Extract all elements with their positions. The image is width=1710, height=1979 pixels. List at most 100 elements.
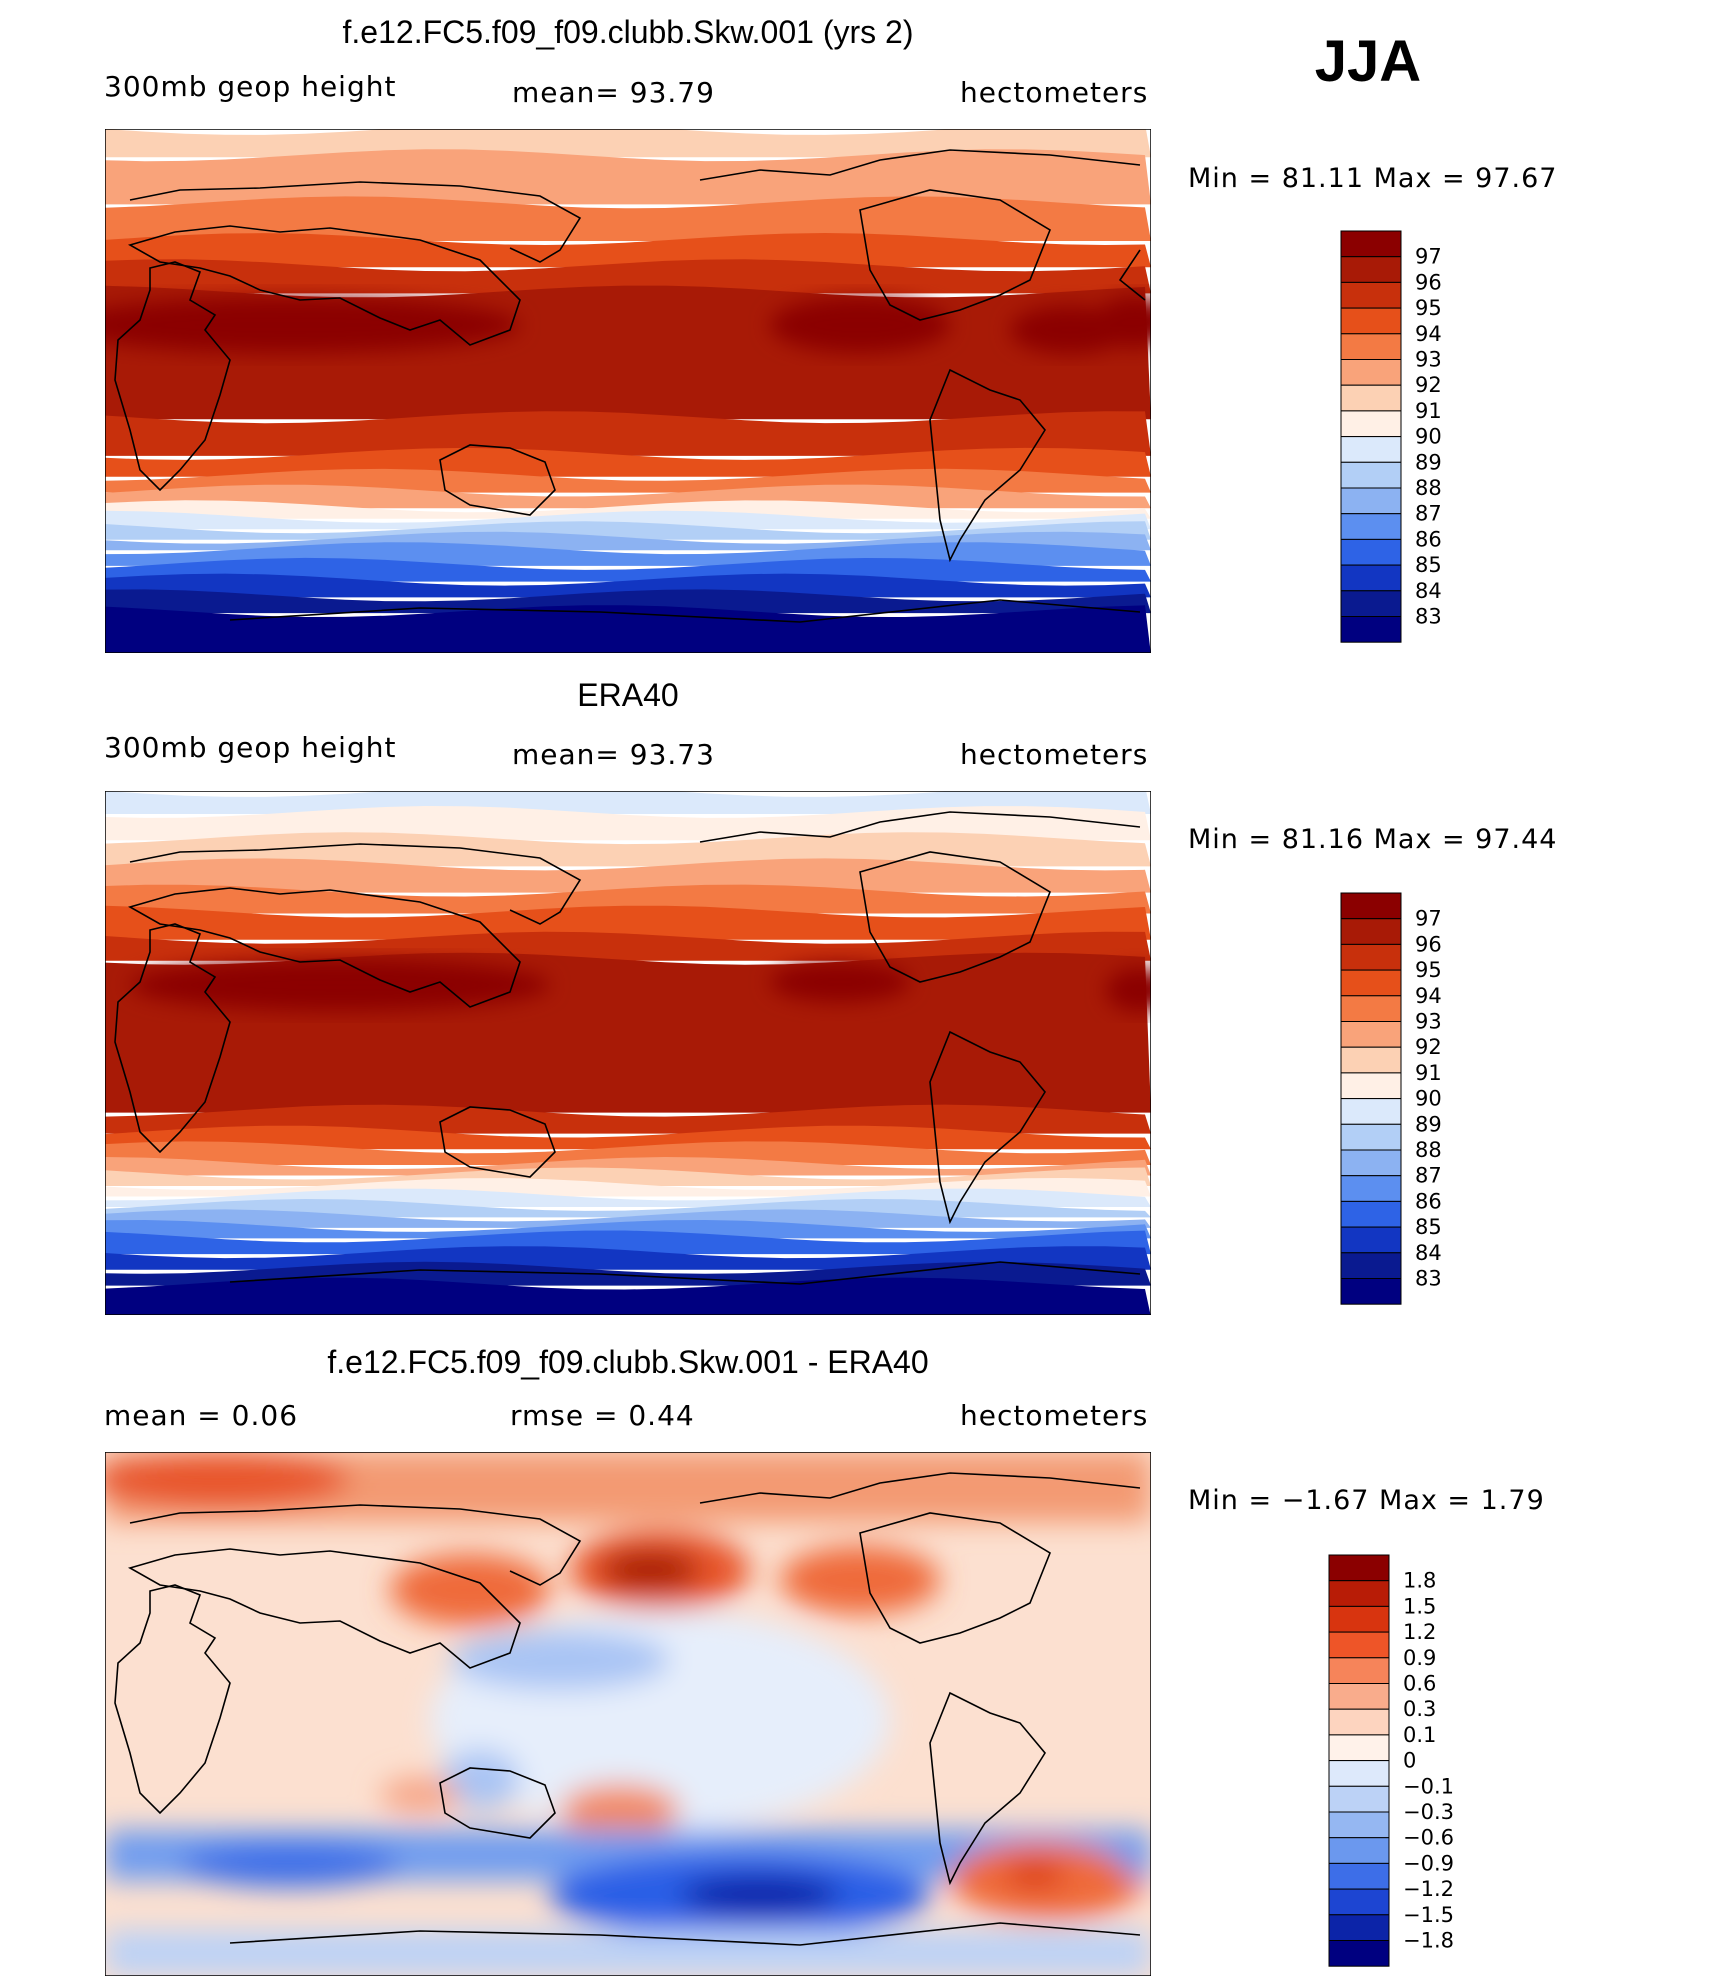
colorbar-swatch [1340,1098,1402,1125]
colorbar-swatch [1328,1683,1390,1710]
colorbar-tick-label: 90 [1415,1087,1442,1111]
colorbar-tick-label: −0.9 [1403,1851,1454,1875]
panel-2-field [105,791,1151,1315]
colorbar-swatch [1340,1123,1402,1151]
colorbar-swatch [1340,333,1402,360]
colorbar-tick-label: 94 [1415,322,1442,346]
panel-2-highs [130,959,1151,1012]
colorbar-swatch [1340,281,1402,309]
contour-band [105,129,1151,158]
contour-band [105,1167,1151,1186]
panel-2-minmax: Min = 81.16 Max = 97.44 [1188,824,1558,855]
colorbar-tick-label: 88 [1415,1138,1442,1162]
panel-2-mean: mean= 93.73 [512,738,715,771]
contour-band [105,521,1151,540]
colorbar-swatch [1340,1200,1402,1228]
colorbar-tick-label: 87 [1415,1164,1442,1188]
colorbar-swatch [1340,969,1402,997]
colorbar-swatch [1340,1175,1402,1202]
panel-3-rmse: rmse = 0.44 [510,1399,695,1432]
panel-2-units: hectometers [960,738,1149,771]
colorbar-tick-label: 84 [1415,579,1442,603]
colorbar-tick-label: 89 [1415,1112,1442,1136]
contour-band [105,905,1151,940]
colorbar-swatch [1340,918,1402,945]
colorbar-tick-label: −0.6 [1403,1826,1454,1850]
colorbar-tick-label: 85 [1415,553,1442,577]
contour-band [105,1199,1151,1218]
panel-3-minmax: Min = −1.67 Max = 1.79 [1188,1485,1545,1516]
colorbar-swatch [1340,436,1402,463]
colorbar-swatch [1328,1811,1390,1839]
panel-1-field [105,129,1151,653]
colorbar-swatch [1340,359,1402,386]
colorbar-swatch [1328,1914,1390,1942]
colorbar-swatch [1340,1226,1402,1254]
colorbar-tick-label: 93 [1415,1010,1442,1034]
colorbar-tick-label: 0.9 [1403,1646,1436,1670]
contour-band [105,1141,1151,1165]
contour-band [105,1125,1151,1150]
colorbar-swatch [1340,230,1402,258]
colorbar-tick-label: 95 [1415,958,1442,982]
colorbar-tick-label: 97 [1415,907,1442,931]
contour-band [105,196,1151,241]
contour-band [105,484,1151,509]
colorbar-swatch [1340,487,1402,515]
panel-1-units: hectometers [960,76,1149,109]
colorbar-swatch [1340,1252,1402,1280]
contour-band [105,806,1151,841]
colorbar-swatch [1328,1734,1390,1762]
colorbar-tick-label: 92 [1415,1035,1442,1059]
colorbar-swatch [1340,513,1402,540]
colorbar-tick-label: 1.2 [1403,1620,1436,1644]
colorbar-tick-label: 96 [1415,932,1442,956]
colorbar-tick-label: 90 [1415,425,1442,449]
colorbar-swatch [1328,1708,1390,1736]
colorbar-tick-label: 0 [1403,1749,1416,1773]
colorbar-tick-label: −1.5 [1403,1903,1454,1927]
colorbar-swatch [1340,1046,1402,1074]
colorbar-swatch [1340,538,1402,566]
panel-1-variable-label: 300mb geop height [104,70,397,103]
colorbar-tick-label: 93 [1415,348,1442,372]
panel-1-map [105,129,1151,653]
colorbar-tick-label: 89 [1415,450,1442,474]
colorbar-tick-label: 83 [1415,1267,1442,1291]
colorbar-tick-label: 92 [1415,373,1442,397]
colorbar-swatch [1340,1278,1402,1305]
panel-1-coastlines [114,149,1146,623]
colorbar-swatch [1340,616,1402,643]
colorbar-tick-label: 96 [1415,270,1442,294]
colorbar-tick-label: 1.5 [1403,1594,1436,1618]
colorbar-tick-label: 85 [1415,1215,1442,1239]
panel-3-colorbar: 1.81.51.20.90.60.30.10−0.1−0.3−0.6−0.9−1… [1328,1554,1454,1967]
colorbar-swatch [1328,1888,1390,1916]
colorbar-tick-label: −1.8 [1403,1929,1454,1953]
panel-3-units: hectometers [960,1399,1149,1432]
contour-band [105,931,1151,961]
contour-band [105,573,1151,598]
colorbar-tick-label: 83 [1415,605,1442,629]
colorbar-swatch [1328,1837,1390,1864]
colorbar-swatch [1340,590,1402,617]
colorbar-swatch [1328,1554,1390,1582]
panel-1-minmax: Min = 81.11 Max = 97.67 [1188,163,1558,194]
colorbar-swatch [1340,995,1402,1022]
panel-3-field [105,1452,1151,1976]
colorbar-swatch [1340,307,1402,335]
colorbar-swatch [1340,943,1402,971]
colorbar-tick-label: 88 [1415,476,1442,500]
colorbar-tick-label: 95 [1415,296,1442,320]
colorbar-tick-label: 94 [1415,984,1442,1008]
colorbar-swatch [1340,384,1402,412]
contour-band [105,1157,1151,1176]
colorbar-tick-label: 91 [1415,399,1442,423]
colorbar-swatch [1328,1862,1390,1890]
colorbar-swatch [1328,1785,1390,1813]
colorbar-tick-label: −1.2 [1403,1877,1454,1901]
colorbar-swatch [1340,256,1402,283]
